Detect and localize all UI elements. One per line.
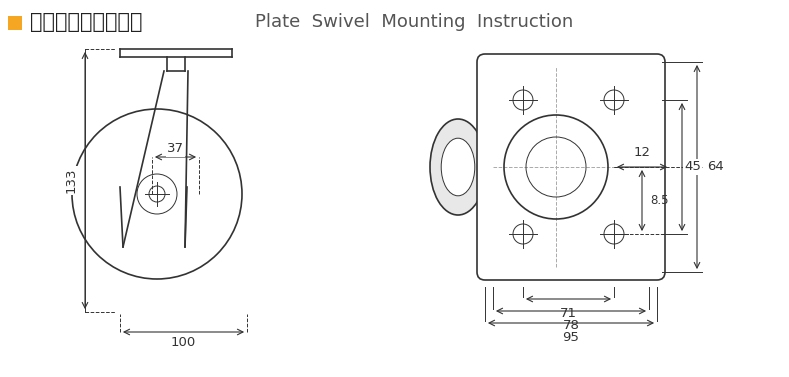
Ellipse shape: [441, 138, 475, 196]
Text: Plate  Swivel  Mounting  Instruction: Plate Swivel Mounting Instruction: [255, 13, 574, 31]
Text: 64: 64: [707, 161, 724, 173]
Text: 37: 37: [167, 143, 184, 155]
Text: 平顶万向安装尺寸图: 平顶万向安装尺寸图: [30, 12, 143, 32]
Text: 12: 12: [634, 146, 650, 159]
Text: 78: 78: [563, 319, 579, 332]
Text: 45: 45: [684, 161, 701, 173]
Text: 95: 95: [563, 331, 579, 344]
Text: 71: 71: [560, 307, 577, 320]
Text: 100: 100: [171, 336, 196, 348]
FancyBboxPatch shape: [8, 16, 22, 30]
Text: 8.5: 8.5: [650, 194, 668, 207]
Ellipse shape: [430, 119, 486, 215]
Text: 133: 133: [65, 168, 77, 193]
FancyBboxPatch shape: [477, 54, 665, 280]
